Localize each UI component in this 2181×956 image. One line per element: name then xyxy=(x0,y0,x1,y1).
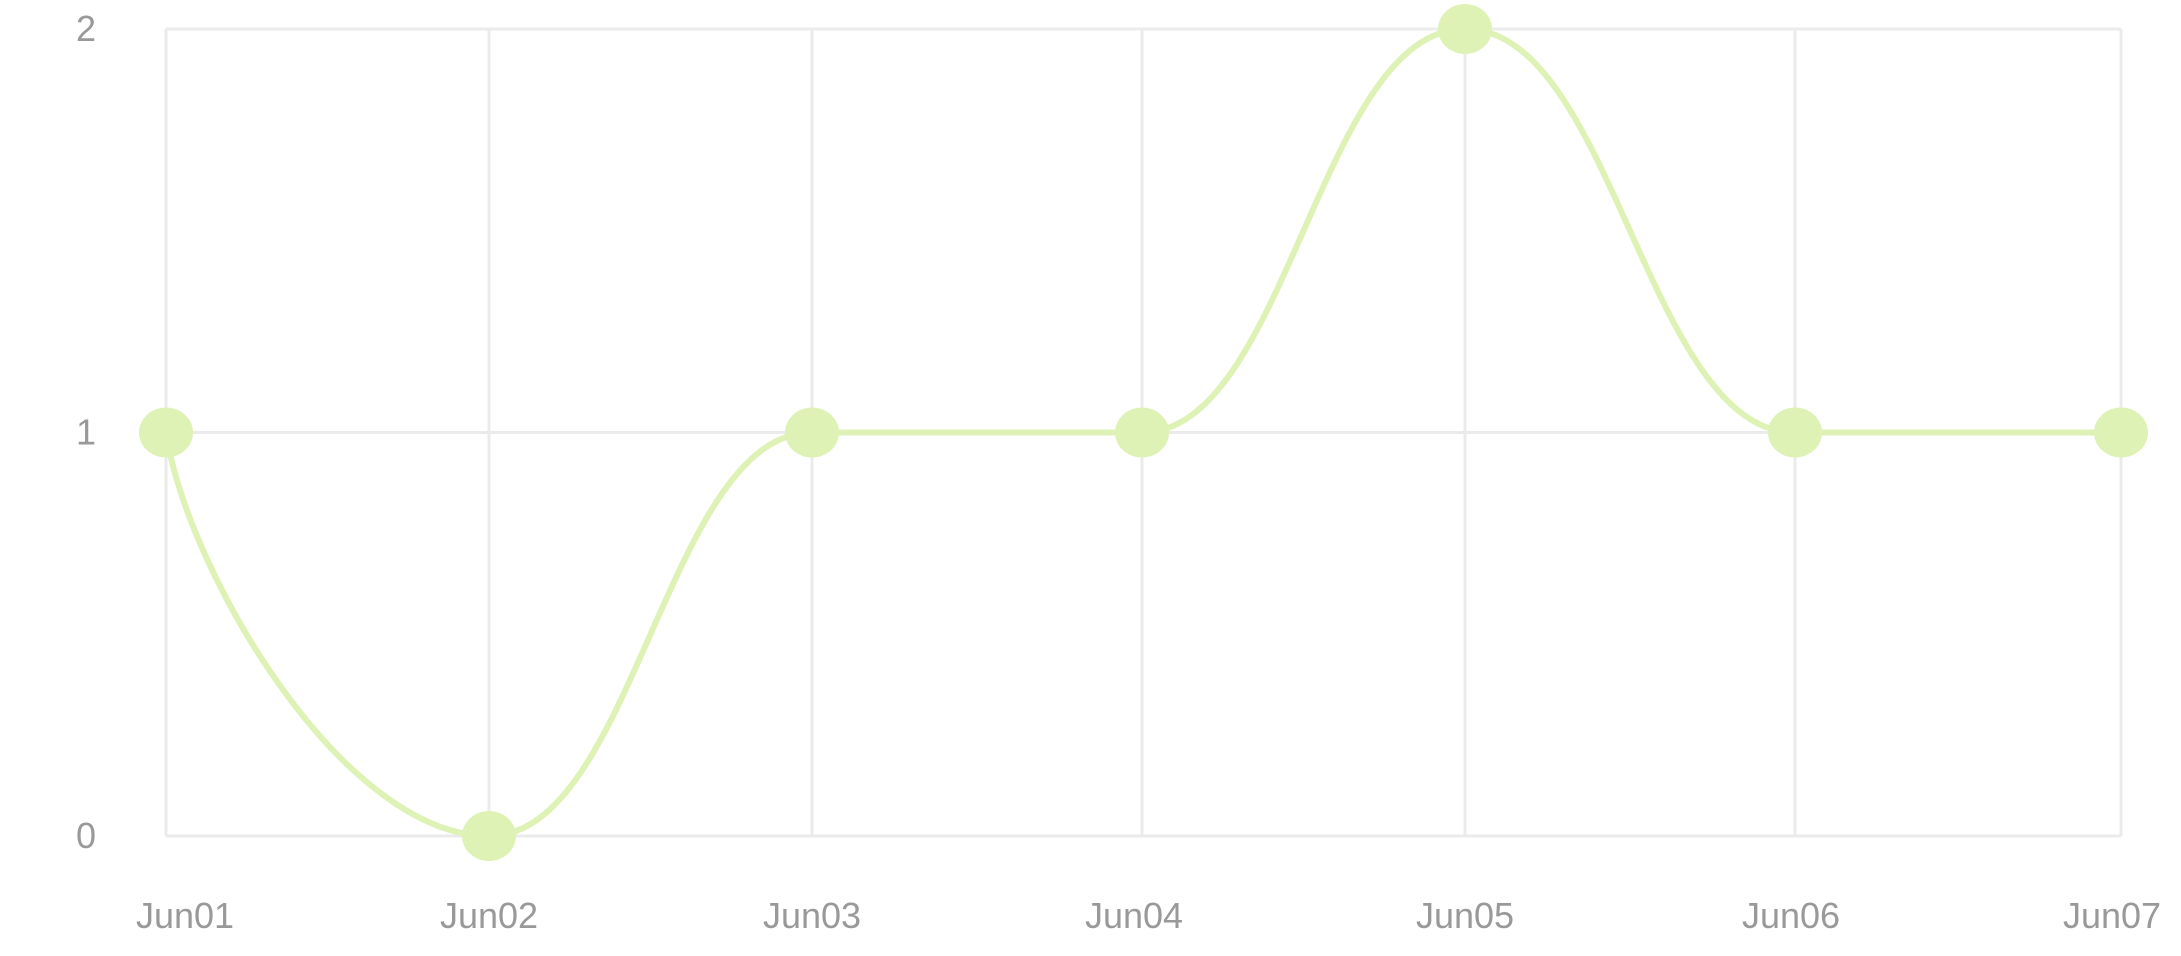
data-point xyxy=(1438,4,1492,54)
y-tick-label: 2 xyxy=(76,8,96,49)
data-point xyxy=(462,811,516,861)
x-tick-label: Jun01 xyxy=(136,895,234,936)
y-axis: 0 1 2 xyxy=(76,8,96,856)
series xyxy=(139,4,2148,861)
x-axis: Jun01 Jun02 Jun03 Jun04 Jun05 Jun06 Jun07 xyxy=(136,895,2161,936)
data-point xyxy=(785,407,839,458)
x-tick-label: Jun04 xyxy=(1085,895,1183,936)
x-tick-label: Jun05 xyxy=(1416,895,1514,936)
data-point xyxy=(139,407,193,458)
data-point xyxy=(1115,407,1169,458)
x-tick-label: Jun06 xyxy=(1742,895,1840,936)
x-tick-label: Jun03 xyxy=(763,895,861,936)
y-tick-label: 0 xyxy=(76,815,96,856)
y-tick-label: 1 xyxy=(76,412,96,453)
x-tick-label: Jun02 xyxy=(440,895,538,936)
data-point xyxy=(2094,407,2148,458)
x-tick-label: Jun07 xyxy=(2063,895,2161,936)
data-point xyxy=(1768,407,1822,458)
